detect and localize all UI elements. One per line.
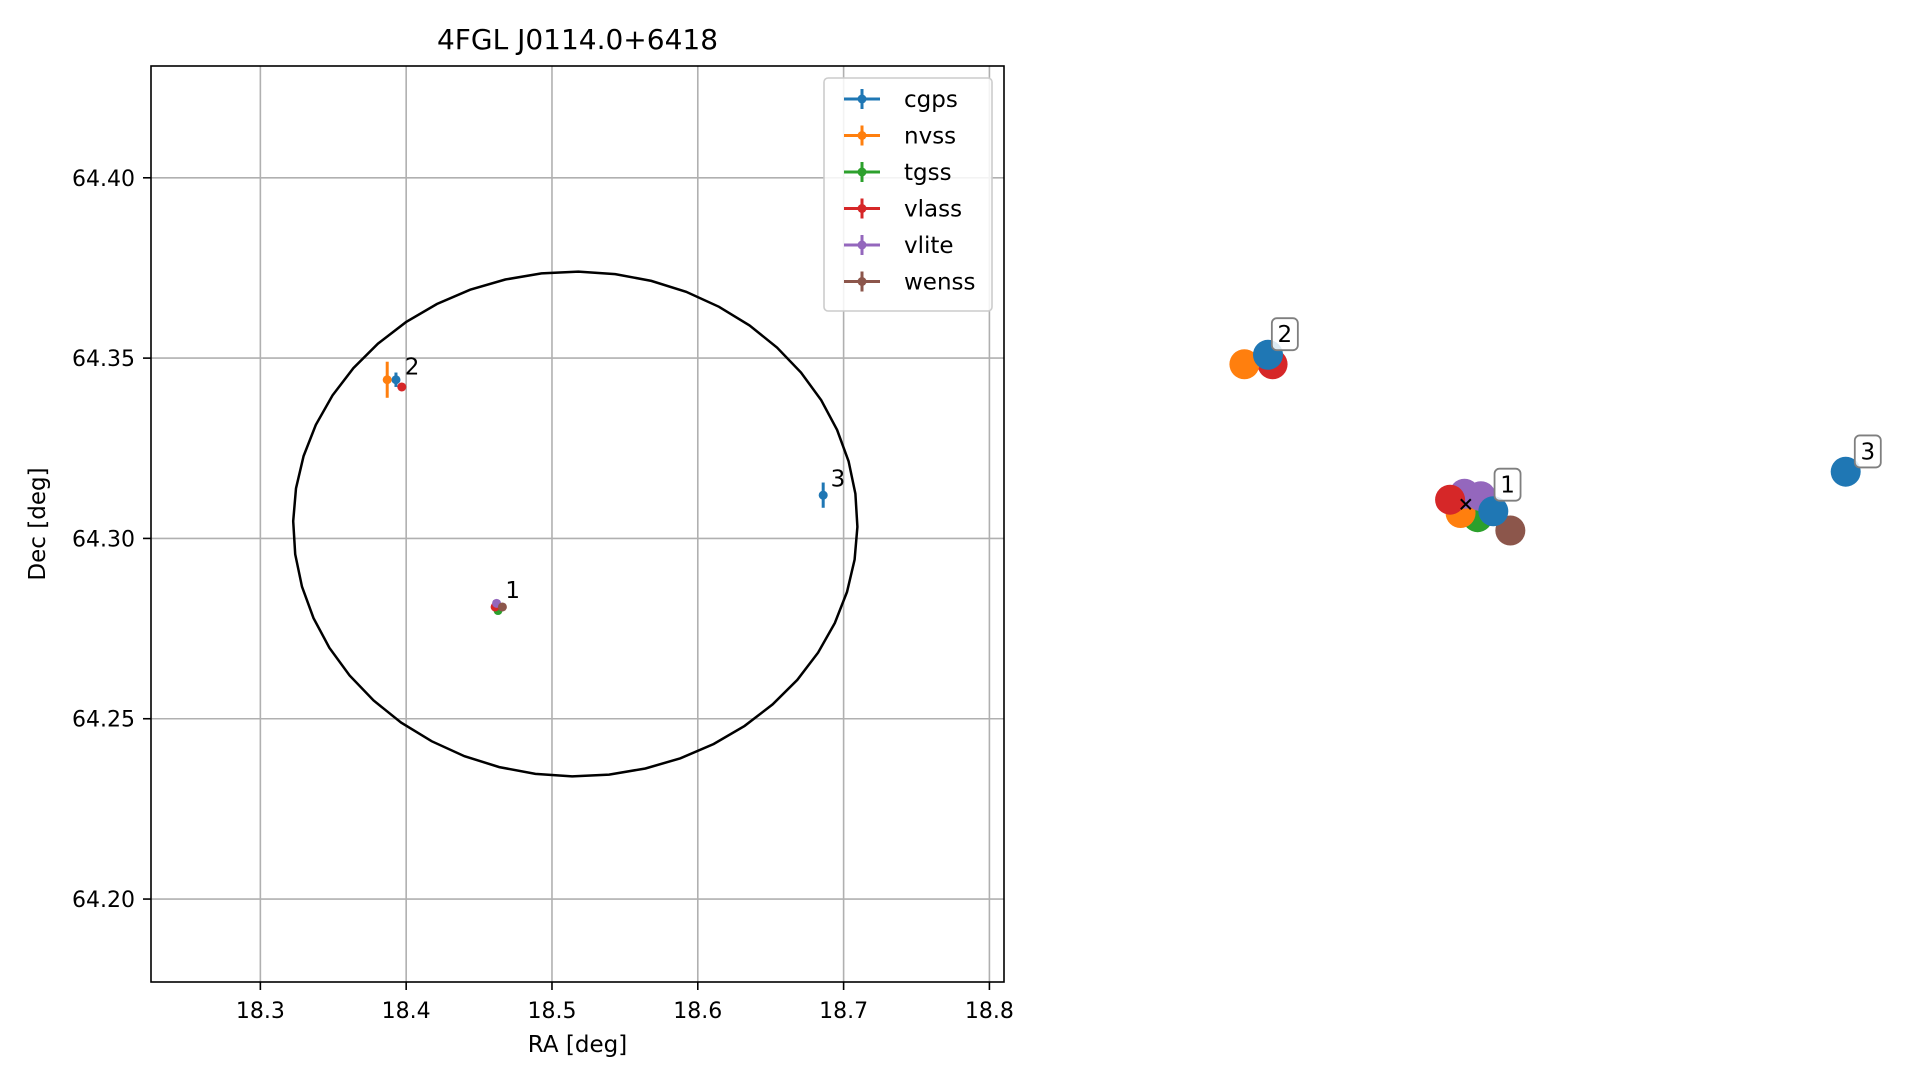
point-nvss <box>382 361 392 398</box>
y-axis-ticks: 64.20 64.25 64.30 64.35 64.40 <box>72 167 151 913</box>
cluster-node-vlass <box>1435 484 1466 515</box>
x-tick-label: 18.8 <box>965 999 1014 1024</box>
x-tick-label: 18.5 <box>527 999 576 1024</box>
point-wenss <box>497 602 507 612</box>
point-cgps <box>818 482 828 508</box>
cluster-label: 1 <box>1493 467 1522 502</box>
legend-entry-cgps: cgps <box>844 87 958 113</box>
point-annotations: 1 2 3 <box>405 355 845 605</box>
legend-label: tgss <box>904 160 952 186</box>
legend-label: vlite <box>904 233 954 259</box>
y-tick-label: 64.40 <box>72 167 135 192</box>
x-tick-label: 18.7 <box>819 999 868 1024</box>
cluster-center-marker <box>1460 498 1472 510</box>
error-ellipse <box>291 270 859 778</box>
cluster-node-nvss <box>1229 349 1260 380</box>
y-axis-label: Dec [deg] <box>25 467 51 580</box>
y-tick-label: 64.35 <box>72 347 135 372</box>
source-cluster-chart: 1 2 3 <box>1229 317 1882 546</box>
x-axis-label: RA [deg] <box>528 1032 627 1058</box>
cluster-labels: 1 2 3 <box>1270 317 1882 502</box>
cluster-node-cgps <box>1478 496 1509 527</box>
cluster-node-cgps <box>1830 456 1861 487</box>
y-tick-label: 64.30 <box>72 527 135 552</box>
legend-label: wenss <box>904 270 976 296</box>
x-axis-ticks: 18.3 18.4 18.5 18.6 18.7 18.8 <box>236 982 1014 1024</box>
x-tick-label: 18.4 <box>382 999 431 1024</box>
cluster-label-text: 2 <box>1278 322 1293 348</box>
data-points <box>382 361 828 616</box>
annotation-label: 2 <box>405 355 420 381</box>
legend-entry-vlite: vlite <box>844 233 954 259</box>
legend-label: nvss <box>904 124 956 150</box>
annotation-label: 3 <box>831 466 846 492</box>
cluster-node-wenss <box>1495 515 1526 546</box>
legend: cgps nvss tgss vlass vlite wenss <box>823 77 993 312</box>
legend-entry-wenss: wenss <box>844 270 976 296</box>
plot-frame <box>150 65 1005 983</box>
cluster-label: 3 <box>1853 434 1882 469</box>
legend-entry-nvss: nvss <box>844 124 956 150</box>
x-tick-label: 18.6 <box>673 999 722 1024</box>
point-cgps <box>391 372 401 387</box>
y-tick-label: 64.20 <box>72 888 135 913</box>
cluster-nodes <box>1229 339 1861 546</box>
cluster-label-text: 3 <box>1860 439 1875 465</box>
sky-position-chart: 123 18.3 18.4 18.5 18.6 18.7 18.8 64.2064.256… <box>25 23 1014 1058</box>
cluster-label-text: 1 <box>1500 473 1515 499</box>
annotation-label: 1 <box>505 578 520 604</box>
point-vlass <box>397 382 407 392</box>
legend-label: cgps <box>904 87 958 113</box>
legend-entry-vlass: vlass <box>844 197 962 223</box>
y-tick-label: 64.25 <box>72 708 135 733</box>
cluster-label: 2 <box>1270 317 1299 352</box>
chart-title: 4FGL J0114.0+6418 <box>437 23 718 56</box>
legend-label: vlass <box>904 197 962 223</box>
legend-entry-tgss: tgss <box>844 160 952 186</box>
x-tick-label: 18.3 <box>236 999 285 1024</box>
